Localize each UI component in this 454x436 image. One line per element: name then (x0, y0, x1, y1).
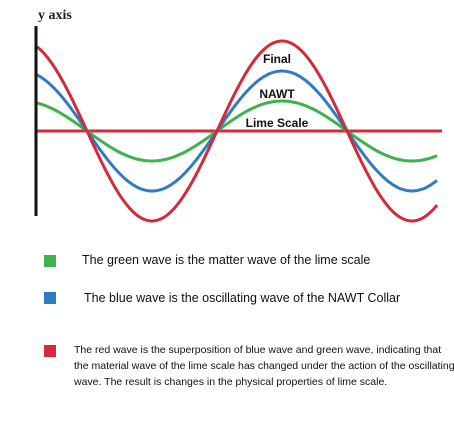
y-axis-title: y axis (38, 8, 72, 23)
green-swatch (44, 255, 56, 267)
red-wave (36, 39, 439, 223)
wave-label-final: Final (263, 52, 291, 66)
blue-wave (36, 69, 438, 193)
legend-text-green: The green wave is the matter wave of the… (82, 253, 371, 267)
wave-label-lime-scale: Lime Scale (246, 116, 309, 130)
waves-group (36, 39, 439, 223)
blue-swatch (44, 292, 56, 304)
legend-text-red: The red wave is the superposition of blu… (74, 344, 454, 388)
red-swatch (44, 345, 56, 357)
wave-diagram: y axis Final NAWT Lime Scale (34, 8, 442, 223)
green-wave (36, 99, 438, 163)
legend-text-blue: The blue wave is the oscillating wave of… (84, 291, 401, 305)
wave-label-nawt: NAWT (259, 87, 295, 101)
